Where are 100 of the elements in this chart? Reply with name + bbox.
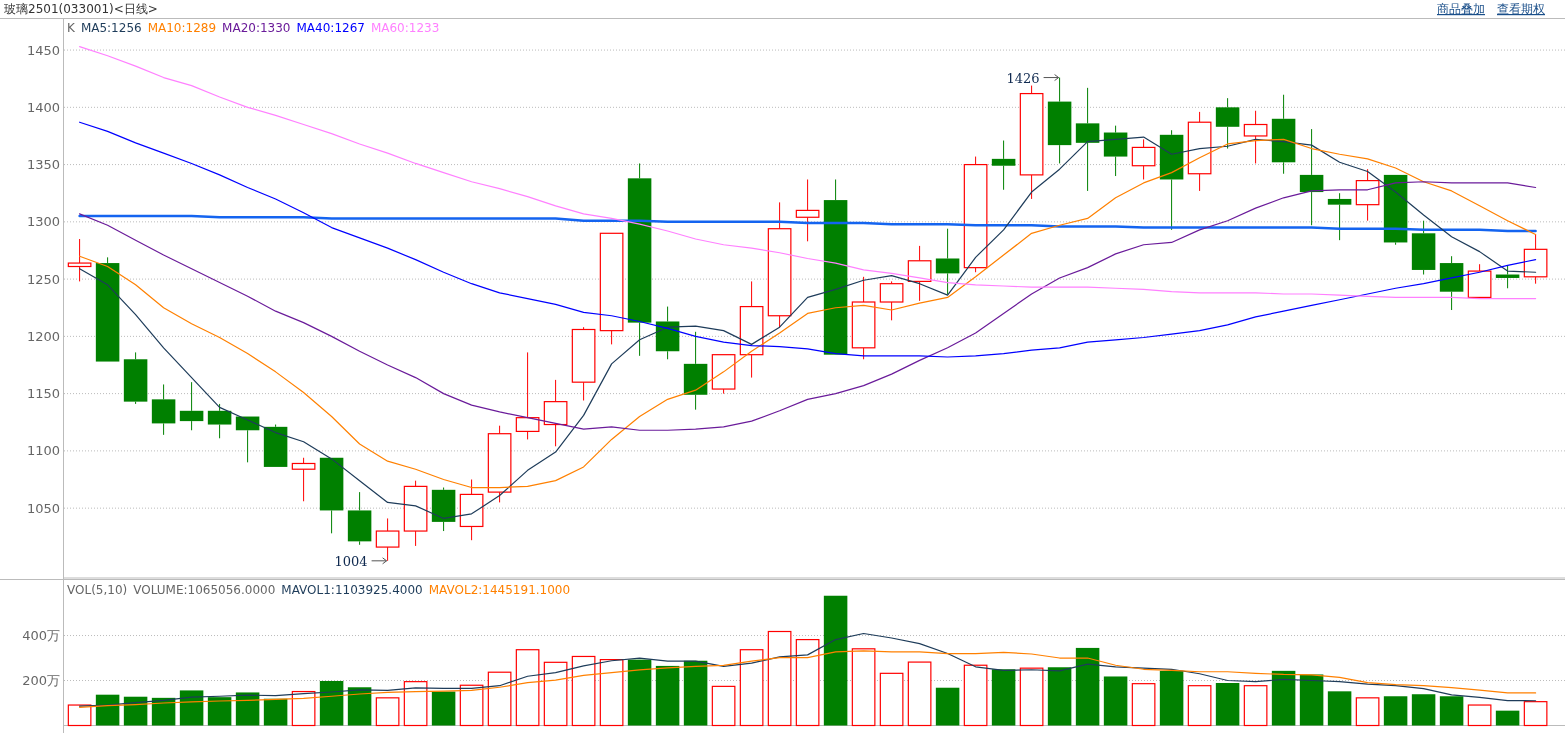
bar: [179, 690, 204, 726]
candlestick: [543, 379, 568, 447]
bar: [319, 680, 344, 726]
bar: [1523, 701, 1548, 727]
bar: [1467, 704, 1492, 727]
bar: [207, 697, 232, 726]
bar: [431, 691, 456, 726]
candlestick: [347, 491, 372, 546]
candlestick: [179, 381, 204, 431]
bar: [151, 697, 176, 726]
y-tick-label: 1350: [26, 157, 60, 173]
y-tick-label: 1400: [26, 99, 60, 115]
bar: [1187, 685, 1212, 727]
candlestick: [1103, 125, 1128, 177]
bar: [1019, 667, 1044, 727]
bar: [1495, 710, 1520, 726]
y-tick-label: 1250: [26, 271, 60, 287]
candlestick: [739, 280, 764, 379]
text: MA5:1256: [80, 21, 142, 35]
candlestick: [627, 162, 652, 357]
candlestick: [1243, 110, 1268, 164]
bar: [1383, 696, 1408, 726]
text: MAVOL2:1445191.1000: [428, 583, 571, 597]
y-tick-label: 1200: [26, 328, 60, 344]
candlestick: [1355, 168, 1380, 222]
candlestick: [879, 280, 904, 321]
bar: [123, 696, 148, 726]
candlestick: [1327, 192, 1352, 241]
line-series: [79, 181, 1537, 431]
candlestick: [935, 228, 960, 295]
y-tick-label: 1450: [26, 42, 60, 58]
y-tick-label: 1150: [26, 386, 60, 402]
candlestick: [1187, 111, 1212, 192]
bar: [1159, 670, 1184, 726]
bar: [823, 595, 848, 726]
bar: [907, 661, 932, 727]
bar: [963, 664, 988, 727]
candlestick: [123, 351, 148, 405]
line-series: [79, 650, 1537, 708]
bar: [851, 648, 876, 727]
candlestick: [571, 326, 596, 401]
y-tick-label: 1050: [26, 500, 60, 516]
annotation: VOLUME:1065056.0000: [133, 583, 276, 597]
candlestick: [1159, 129, 1184, 231]
bar: [879, 672, 904, 727]
bar: [1047, 667, 1072, 726]
bar: [711, 685, 736, 727]
y-tick-label: 200万: [22, 673, 60, 689]
line-series: [79, 632, 1537, 707]
candlestick: [683, 331, 708, 411]
line-series: [78, 214, 1537, 233]
bar: [95, 694, 120, 726]
bar: [403, 681, 428, 727]
text: MA60:1233: [370, 21, 440, 35]
bar: [515, 649, 540, 727]
text: MA40:1267: [296, 21, 365, 35]
bar: [1271, 670, 1296, 726]
bar: [1439, 696, 1464, 726]
text: 商品叠加: [1437, 2, 1485, 16]
candlestick: [431, 487, 456, 532]
bar: [235, 692, 260, 726]
candlestick: [1215, 97, 1240, 150]
bar: [1411, 694, 1436, 726]
bar: [795, 638, 820, 727]
bar: [67, 704, 92, 727]
bar: [655, 665, 680, 726]
y-tick-label: 400万: [22, 628, 60, 644]
bar: [291, 690, 316, 727]
candlestick: [151, 383, 176, 436]
bar: [375, 697, 400, 727]
candlestick: [851, 276, 876, 360]
candlestick: [1075, 87, 1100, 192]
candlestick: [1271, 94, 1296, 175]
candlestick: [991, 140, 1016, 191]
bar: [1299, 674, 1324, 726]
text: MAVOL1:1103925.4000: [281, 583, 423, 597]
bar: [599, 659, 624, 727]
candlestick: [1131, 138, 1156, 180]
bar: [347, 687, 372, 726]
bar: [543, 661, 568, 727]
bar: [1075, 647, 1100, 726]
bar: [1355, 697, 1380, 727]
bar: [1103, 676, 1128, 726]
bar: [1131, 683, 1156, 727]
y-tick-label: 1300: [26, 214, 60, 230]
chart-title: 玻璃2501(033001)<日线>: [4, 2, 158, 16]
candlestick: [1299, 128, 1324, 226]
candlestick: [767, 201, 792, 328]
legend-title: K: [67, 21, 76, 35]
legend-title: VOL(5,10): [67, 583, 128, 597]
bar: [991, 669, 1016, 726]
bar: [683, 660, 708, 726]
text: MA20:1330: [222, 21, 291, 35]
candlestick: [907, 245, 932, 302]
annotation: 1004: [334, 553, 368, 569]
y-tick-label: 1100: [26, 443, 60, 459]
bar: [487, 671, 512, 727]
annotation: 1426: [1006, 70, 1040, 86]
line-series: [79, 46, 1537, 300]
bar: [571, 655, 596, 727]
